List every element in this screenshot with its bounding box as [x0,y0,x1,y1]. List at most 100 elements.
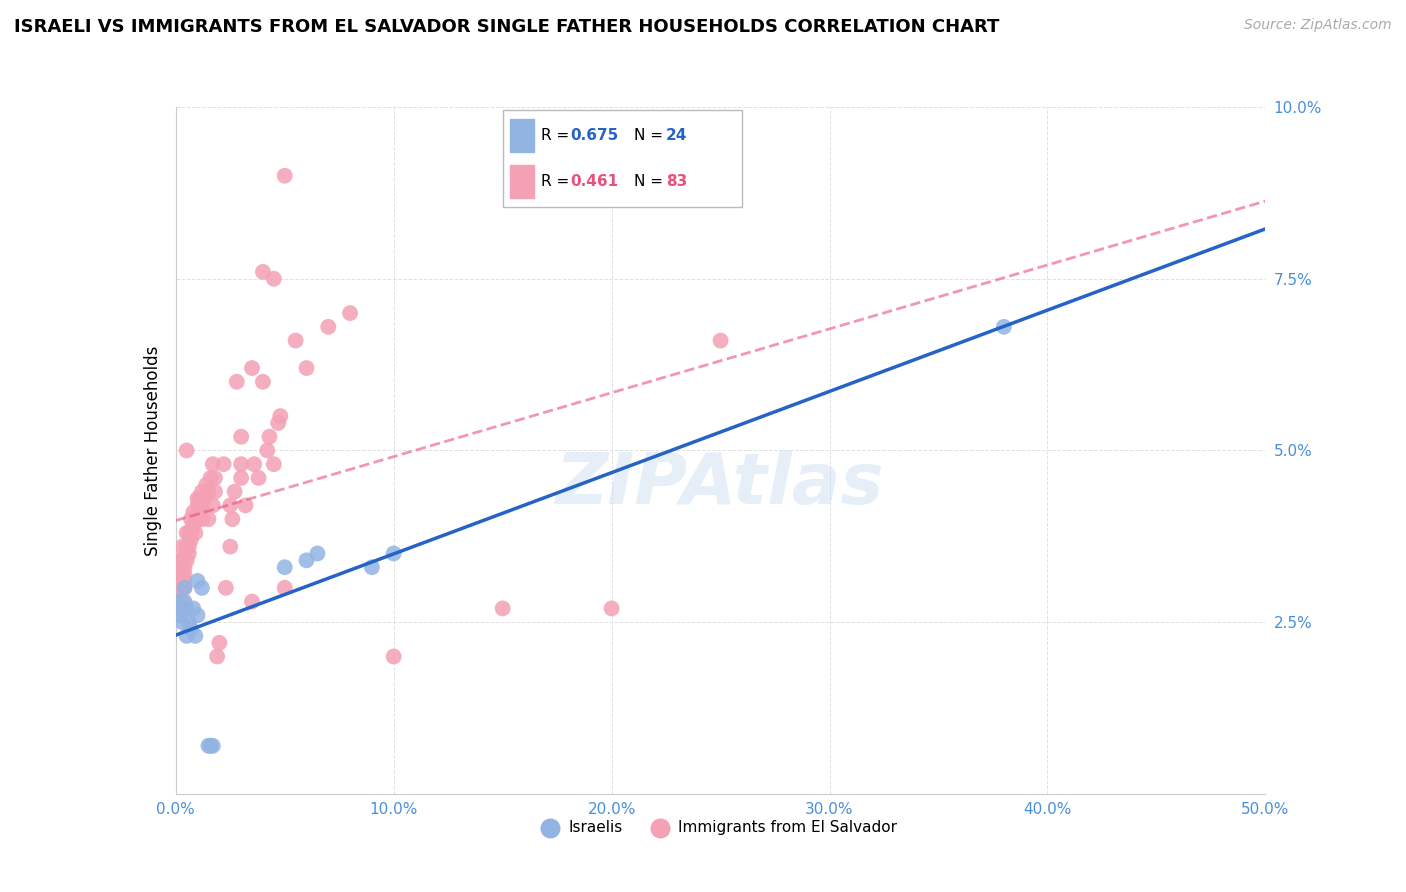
Point [360,560,382,574]
Point [201,739,224,753]
Point [259,430,281,444]
Text: 0.461: 0.461 [569,174,617,189]
Point [173,574,195,588]
Text: 0.675: 0.675 [569,128,619,143]
Point [173,581,195,595]
Point [200,471,222,485]
Point [176,540,198,554]
Point [180,622,202,636]
Point [167,581,190,595]
Point [492,601,515,615]
Bar [510,120,534,152]
Point [339,306,361,320]
Point [256,443,278,458]
Point [274,581,297,595]
Point [295,361,318,376]
Point [169,553,191,567]
Point [247,471,270,485]
Legend: Israelis, Immigrants from El Salvador: Israelis, Immigrants from El Salvador [538,814,903,841]
Point [208,636,231,650]
Point [191,484,214,499]
Point [274,169,297,183]
Point [219,540,242,554]
Point [243,457,266,471]
Point [193,491,215,506]
Text: ZIPAtlas: ZIPAtlas [557,450,884,519]
Point [269,409,291,423]
Point [186,574,209,588]
Point [173,581,195,595]
Point [176,443,198,458]
Text: 83: 83 [665,174,688,189]
Point [710,334,733,348]
Text: N =: N = [634,174,668,189]
Point [167,594,190,608]
Point [172,574,194,588]
Point [201,499,224,513]
Point [172,601,194,615]
Point [252,265,274,279]
Point [240,594,263,608]
Point [167,574,190,588]
Point [382,649,405,664]
Point [204,484,226,499]
Point [219,499,242,513]
Point [169,560,191,574]
Point [167,588,190,602]
Point [318,319,340,334]
Point [173,560,195,574]
Point [235,499,257,513]
Point [231,457,253,471]
Point [197,484,219,499]
Point [177,546,200,561]
Point [186,499,209,513]
Point [225,375,247,389]
Point [186,491,209,506]
Point [169,581,191,595]
Point [176,525,198,540]
Point [184,525,207,540]
Point [993,319,1015,334]
Point [191,581,214,595]
Point [200,739,222,753]
Text: N =: N = [634,128,668,143]
Text: R =: R = [541,128,574,143]
Point [184,512,207,526]
Point [195,478,218,492]
Point [274,560,297,574]
Bar [510,165,534,198]
FancyBboxPatch shape [503,111,742,207]
Point [263,457,285,471]
Point [205,649,228,664]
Point [181,505,204,519]
Point [231,430,253,444]
Point [191,499,214,513]
Point [188,505,211,519]
Point [177,540,200,554]
Point [188,491,211,506]
Text: Source: ZipAtlas.com: Source: ZipAtlas.com [1244,18,1392,32]
Point [172,615,194,630]
Point [172,581,194,595]
Point [231,471,253,485]
Point [307,546,329,561]
Text: R =: R = [541,174,574,189]
Point [180,533,202,547]
Point [221,512,243,526]
Point [600,601,623,615]
Point [191,512,214,526]
Point [186,512,209,526]
Point [224,484,246,499]
Point [173,567,195,582]
Point [169,601,191,615]
Point [240,361,263,376]
Point [177,615,200,630]
Point [252,375,274,389]
Point [172,540,194,554]
Point [169,567,191,582]
Text: ISRAELI VS IMMIGRANTS FROM EL SALVADOR SINGLE FATHER HOUSEHOLDS CORRELATION CHAR: ISRAELI VS IMMIGRANTS FROM EL SALVADOR S… [14,18,1000,36]
Point [169,608,191,623]
Point [176,553,198,567]
Point [267,416,290,430]
Point [181,519,204,533]
